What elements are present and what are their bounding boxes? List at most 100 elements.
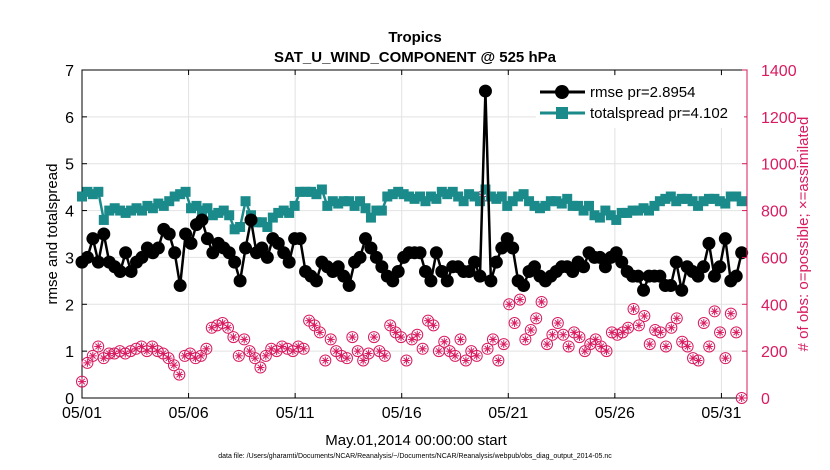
totalspread-point xyxy=(436,186,447,197)
obs-possible-point xyxy=(508,317,521,330)
totalspread-point xyxy=(518,189,529,200)
totalspread-point xyxy=(169,191,180,202)
axis-ticks: 05/01 05/06 05/11 05/16 05/21 05/26 05/31 0 1 2 3 4… xyxy=(62,63,797,422)
asterisk-stroke xyxy=(533,315,540,322)
asterisk-stroke xyxy=(727,310,735,317)
asterisk-stroke xyxy=(408,336,415,343)
asterisk-stroke xyxy=(100,355,107,362)
asterisk-stroke xyxy=(343,355,351,362)
obs-possible-point xyxy=(486,333,499,346)
y-right-tick-label: 1400 xyxy=(761,63,797,80)
obs-possible-point xyxy=(730,326,743,339)
y-left-tick-label: 3 xyxy=(65,250,74,267)
y-right-tick-label: 800 xyxy=(761,204,788,221)
asterisk-stroke xyxy=(506,301,513,308)
totalspread-point xyxy=(638,203,649,214)
rmse-point xyxy=(206,246,220,260)
rmse-point xyxy=(173,279,187,293)
obs-assimilated-point xyxy=(532,314,541,323)
totalspread-point xyxy=(191,200,202,211)
totalspread-point xyxy=(633,205,644,216)
asterisk-stroke xyxy=(360,357,367,364)
asterisk-stroke xyxy=(143,347,151,355)
obs-assimilated-point xyxy=(272,347,281,356)
totalspread-point xyxy=(573,200,584,211)
rmse-point xyxy=(609,246,623,260)
obs-possible-point xyxy=(665,321,678,334)
obs-assimilated-point xyxy=(683,342,692,351)
asterisk-stroke xyxy=(78,378,86,385)
obs-assimilated-point xyxy=(397,333,406,342)
obs-assimilated-point xyxy=(672,314,681,323)
y-left-tick-label: 5 xyxy=(65,157,74,174)
totalspread-point xyxy=(344,196,355,207)
obs-possible-point xyxy=(470,349,483,362)
rmse-point xyxy=(260,250,274,264)
obs-assimilated-point xyxy=(169,361,178,370)
totalspread-point xyxy=(736,196,747,207)
totalspread-point xyxy=(502,200,513,211)
totalspread-point xyxy=(676,193,687,204)
totalspread-point xyxy=(98,214,109,225)
obs-assimilated-point xyxy=(515,295,524,304)
asterisk-stroke xyxy=(322,357,329,364)
obs-possible-point xyxy=(670,312,683,325)
obs-assimilated-point xyxy=(553,319,562,328)
totalspread-point xyxy=(496,191,507,202)
rmse-point xyxy=(675,283,689,297)
obs-assimilated-point xyxy=(645,340,654,349)
asterisk-stroke xyxy=(403,357,410,364)
rmse-point xyxy=(255,241,269,255)
totalspread-point xyxy=(447,186,458,197)
totalspread-point xyxy=(398,189,409,200)
asterisk-stroke xyxy=(581,347,589,355)
asterisk-stroke xyxy=(84,359,91,367)
rmse-point xyxy=(331,260,345,274)
totalspread-point xyxy=(714,196,725,207)
rmse-point xyxy=(631,269,645,283)
asterisk-stroke xyxy=(219,319,226,327)
asterisk-stroke xyxy=(576,333,583,341)
totalspread-point xyxy=(202,203,213,214)
obs-assimilated-point xyxy=(245,347,254,356)
asterisk-stroke xyxy=(387,322,394,329)
obs-assimilated-point xyxy=(721,354,730,363)
totalspread-point xyxy=(594,212,605,223)
rmse-point xyxy=(124,264,138,278)
obs-possible-point xyxy=(324,333,337,346)
rmse-point xyxy=(418,264,432,278)
obs-assimilated-point xyxy=(326,335,335,344)
asterisk-stroke xyxy=(549,331,556,338)
obs-assimilated-point xyxy=(640,312,649,320)
totalspread-point xyxy=(556,198,567,209)
obs-assimilated-point xyxy=(575,333,584,342)
series-layer xyxy=(75,84,749,404)
totalspread-point xyxy=(654,196,665,207)
obs-possible-point xyxy=(411,328,424,341)
rmse-point xyxy=(151,241,165,255)
rmse-point xyxy=(293,232,307,246)
rmse-point xyxy=(495,241,509,255)
asterisk-stroke xyxy=(635,322,643,329)
asterisk-stroke xyxy=(170,362,178,369)
obs-possible-point xyxy=(221,321,234,334)
obs-possible-point xyxy=(454,333,467,346)
asterisk-stroke xyxy=(516,296,524,303)
x-tick-label: 05/31 xyxy=(701,405,741,422)
totalspread-point xyxy=(349,200,360,211)
totalspread-point xyxy=(235,221,246,232)
asterisk-stroke xyxy=(284,345,291,352)
obs-possible-point xyxy=(438,335,451,348)
totalspread-point xyxy=(616,207,627,218)
asterisk-stroke xyxy=(722,355,729,362)
asterisk-stroke xyxy=(446,347,453,355)
totalspread-point xyxy=(104,205,115,216)
obs-assimilated-point xyxy=(380,351,389,360)
asterisk-stroke xyxy=(316,329,324,336)
obs-assimilated-point xyxy=(353,347,362,356)
totalspread-point xyxy=(186,203,197,214)
rmse-point xyxy=(729,269,743,283)
obs-assimilated-point xyxy=(229,333,238,342)
obs-possible-point xyxy=(167,359,180,372)
